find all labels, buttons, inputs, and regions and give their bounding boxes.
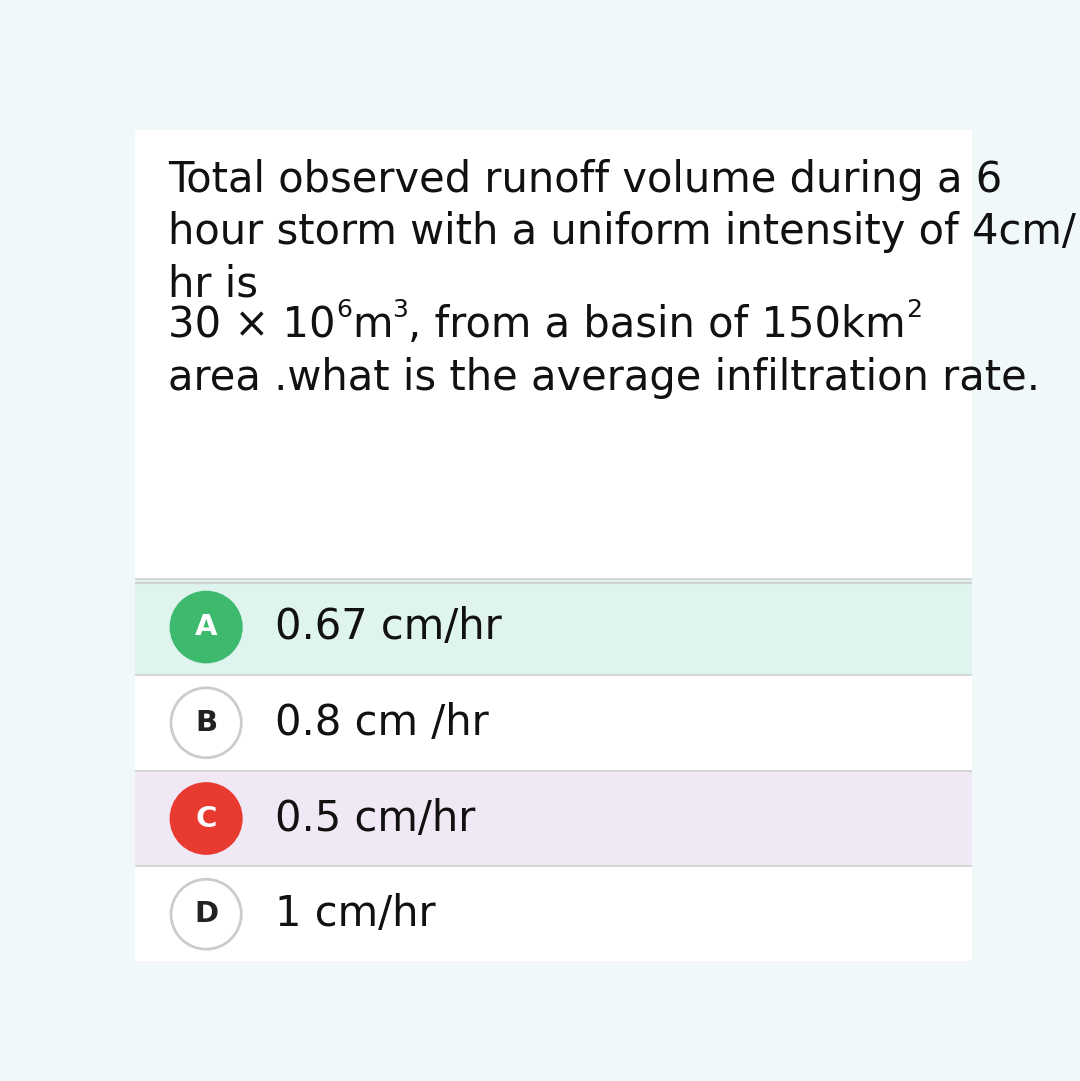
FancyBboxPatch shape bbox=[135, 866, 972, 962]
Text: B: B bbox=[195, 709, 217, 737]
Text: 6: 6 bbox=[336, 297, 352, 321]
FancyBboxPatch shape bbox=[135, 675, 972, 771]
Text: 0.8 cm /hr: 0.8 cm /hr bbox=[274, 702, 488, 744]
FancyBboxPatch shape bbox=[135, 771, 972, 866]
Text: area .what is the average infiltration rate.: area .what is the average infiltration r… bbox=[168, 357, 1040, 399]
Text: A: A bbox=[194, 613, 217, 641]
Text: D: D bbox=[194, 900, 218, 929]
Text: 2: 2 bbox=[906, 297, 922, 321]
Circle shape bbox=[171, 592, 241, 662]
Text: 1 cm/hr: 1 cm/hr bbox=[274, 893, 435, 935]
Circle shape bbox=[171, 879, 241, 949]
Text: 30 × 10: 30 × 10 bbox=[168, 305, 336, 346]
Circle shape bbox=[171, 688, 241, 758]
FancyBboxPatch shape bbox=[135, 579, 972, 675]
Text: 0.5 cm/hr: 0.5 cm/hr bbox=[274, 798, 475, 840]
Circle shape bbox=[171, 784, 241, 854]
Text: hour storm with a uniform intensity of 4cm/: hour storm with a uniform intensity of 4… bbox=[168, 211, 1077, 253]
Text: , from a basin of 150km: , from a basin of 150km bbox=[408, 305, 906, 346]
Text: hr is: hr is bbox=[168, 264, 258, 306]
FancyBboxPatch shape bbox=[135, 130, 972, 584]
Text: m: m bbox=[352, 305, 392, 346]
Text: 0.67 cm/hr: 0.67 cm/hr bbox=[274, 606, 501, 649]
Text: 3: 3 bbox=[392, 297, 408, 321]
Text: Total observed runoff volume during a 6: Total observed runoff volume during a 6 bbox=[168, 159, 1002, 201]
Text: C: C bbox=[195, 804, 217, 832]
